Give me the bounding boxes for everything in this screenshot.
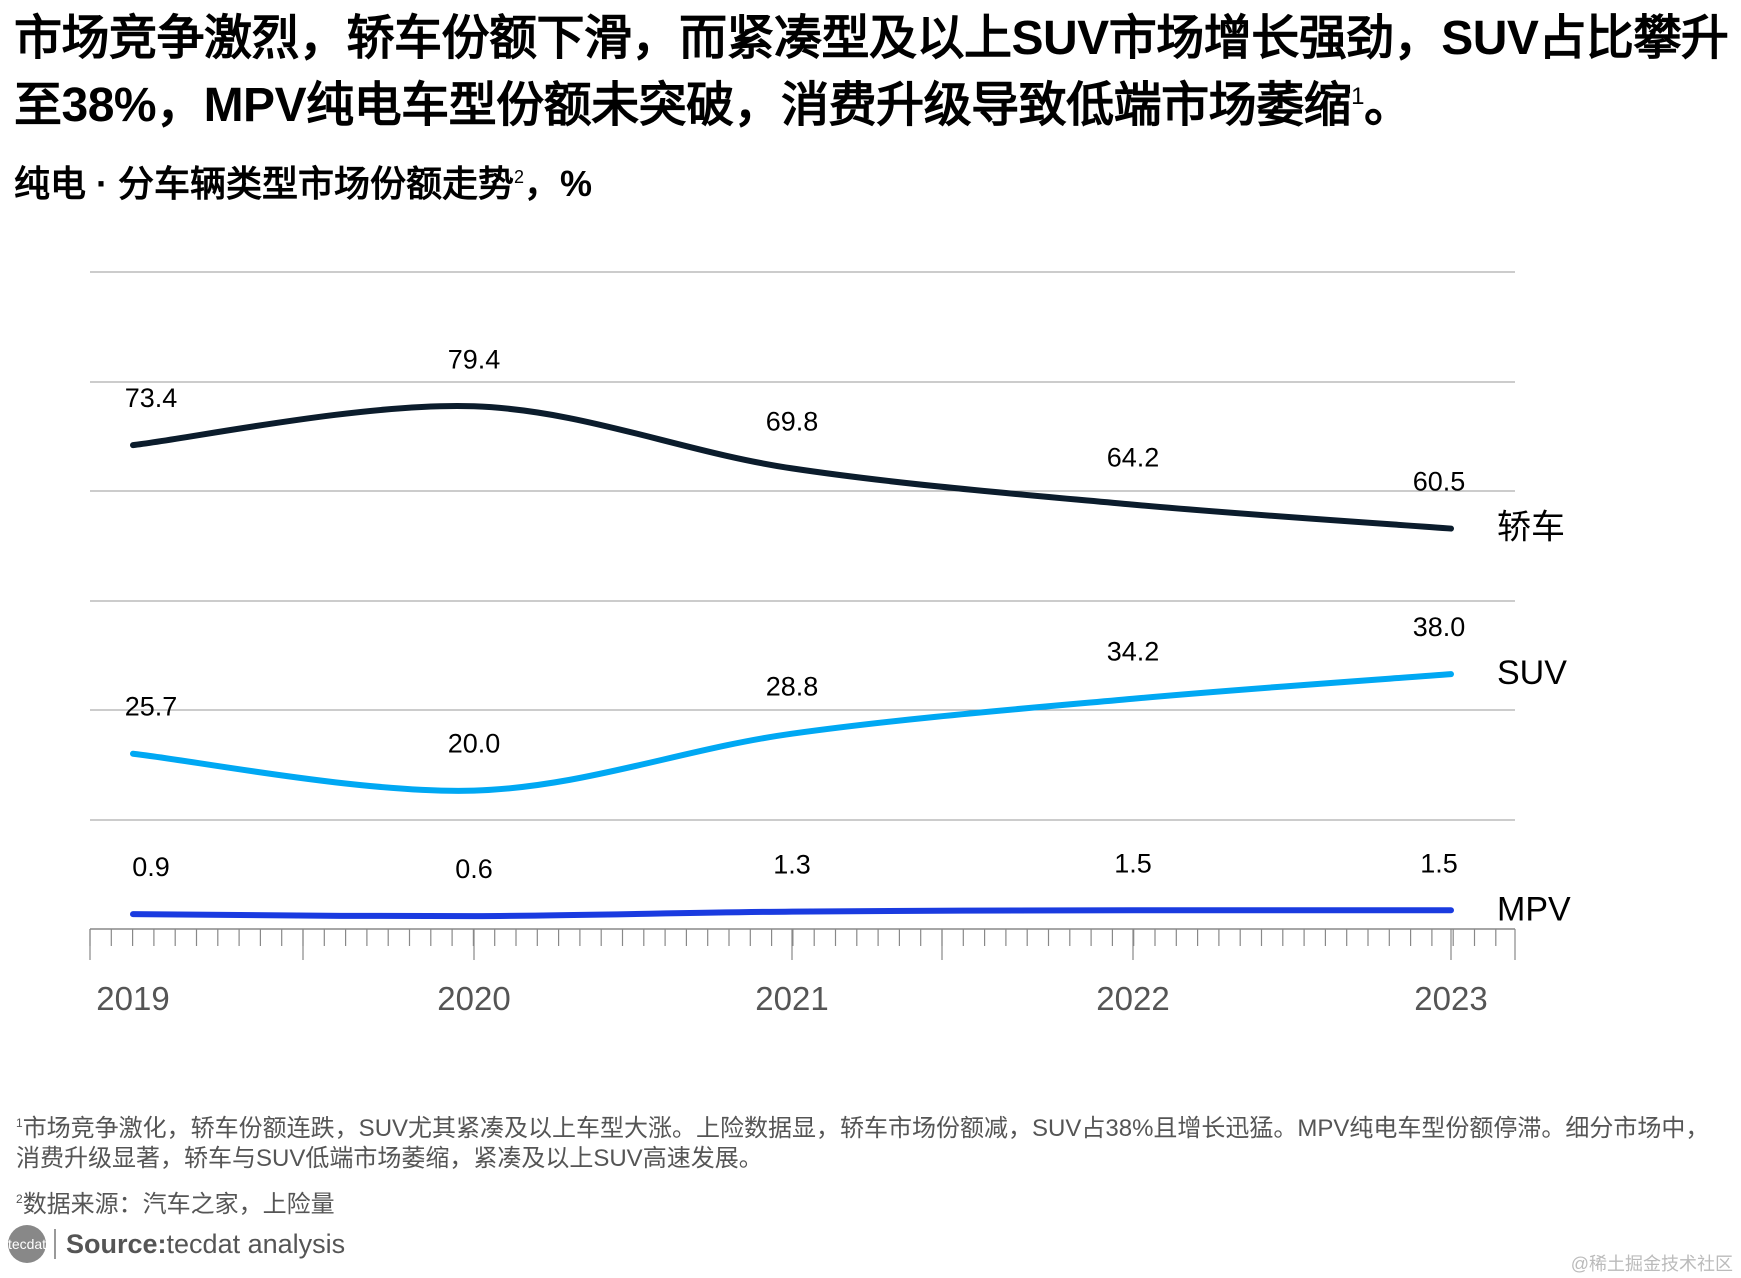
series-name-label: SUV — [1497, 654, 1567, 692]
x-tick-label: 2019 — [96, 980, 169, 1017]
data-label: 64.2 — [1107, 443, 1160, 473]
divider — [54, 1229, 56, 1259]
footnote-2: 2数据来源：汽车之家，上险量 — [16, 1191, 335, 1218]
source: tecdat Source: tecdat analysis — [8, 1225, 345, 1263]
line-chart: 2019 2020 2021 2022 2023 73.4 79.4 69.8 64.2 60.5… — [89, 271, 1571, 1017]
x-tick-label: 2023 — [1414, 980, 1487, 1017]
data-label: 69.8 — [766, 406, 819, 436]
data-label: 73.4 — [125, 383, 178, 413]
data-label: 60.5 — [1413, 467, 1466, 497]
chart-title: 市场竞争激烈，轿车份额下滑，而紧凑型及以上SUV市场增长强劲，SUV占比攀升至3… — [14, 12, 1729, 132]
footnote-1: 1市场竞争激化，轿车份额连跌，SUV尤其紧凑及以上车型大涨。上险数据显，轿车市场… — [16, 1115, 1710, 1172]
data-label: 0.6 — [455, 854, 493, 884]
watermark: @稀土掘金技术社区 — [1570, 1254, 1733, 1274]
data-label: 34.2 — [1107, 637, 1160, 667]
data-label: 20.0 — [448, 729, 501, 759]
data-label: 25.7 — [125, 692, 178, 722]
footnotes: 1市场竞争激化，轿车份额连跌，SUV尤其紧凑及以上车型大涨。上险数据显，轿车市场… — [16, 1108, 1726, 1230]
series-line-SUV — [130, 671, 1454, 794]
x-tick-label: 2022 — [1096, 980, 1169, 1017]
data-label: 79.4 — [448, 344, 501, 374]
data-label: 0.9 — [132, 852, 170, 882]
series-name-label: MPV — [1497, 890, 1571, 928]
data-label: 1.3 — [773, 850, 811, 880]
data-label: 1.5 — [1114, 848, 1152, 878]
x-tick-label: 2020 — [437, 980, 510, 1017]
x-tick-label: 2021 — [755, 980, 828, 1017]
series-line-轿车 — [130, 402, 1454, 532]
data-label: 1.5 — [1420, 848, 1458, 878]
data-label: 38.0 — [1413, 612, 1466, 642]
series-line-MPV — [130, 907, 1454, 920]
data-label: 28.8 — [766, 672, 819, 702]
series-name-label: 轿车 — [1497, 509, 1565, 547]
chart-subtitle: 纯电 · 分车辆类型市场份额走势2，% — [14, 163, 593, 204]
tecdat-logo: tecdat — [8, 1225, 46, 1263]
